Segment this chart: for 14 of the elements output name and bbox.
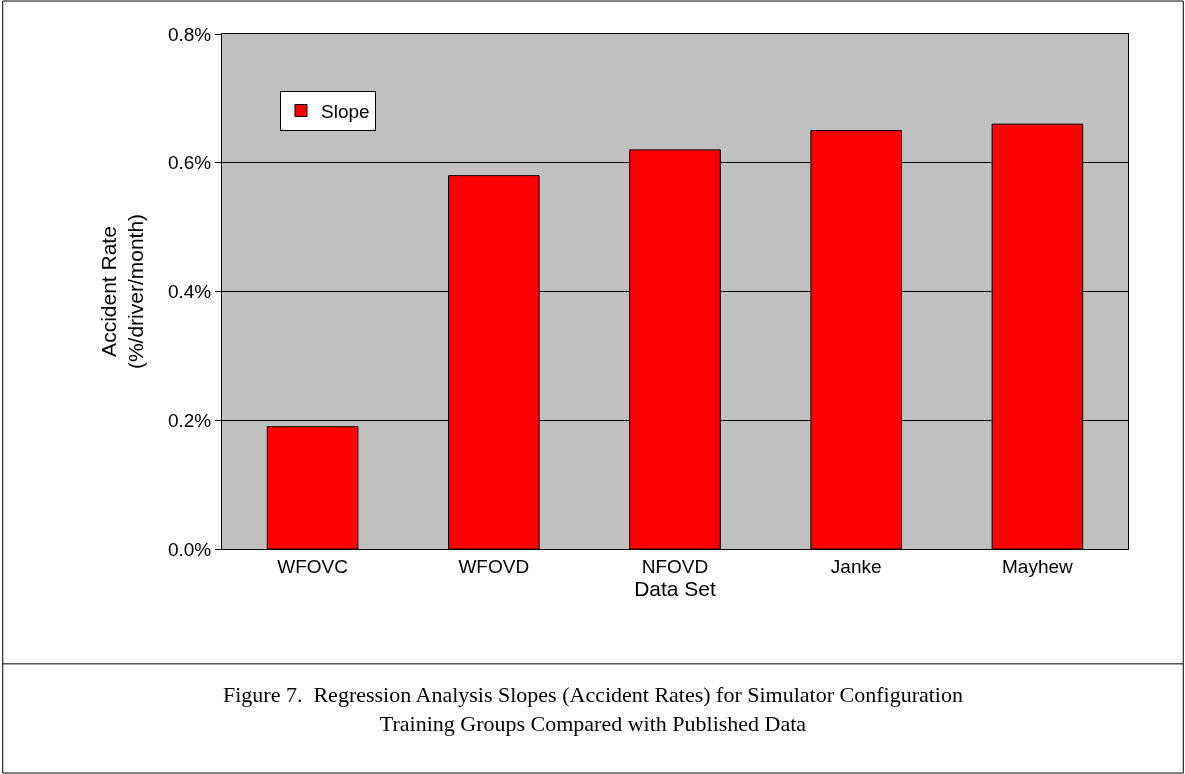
- y-tick-label: 0.6%: [167, 152, 212, 174]
- y-tick-label: 0.2%: [167, 409, 212, 431]
- x-tick-label: Mayhew: [1002, 555, 1074, 577]
- y-axis-title: Accident Rate (%/driver/month): [96, 213, 148, 370]
- x-tick-label: NFOVD: [641, 555, 709, 577]
- x-tick-label: WFOVD: [458, 555, 530, 577]
- x-axis-title: Data Set: [634, 577, 717, 600]
- y-tick-label: 0.4%: [167, 281, 212, 303]
- y-tick-label: 0.8%: [167, 23, 212, 45]
- caption: Figure 7. Regression Analysis Slopes (Accident Rates) for Simulator Configuration Training Groups Compared with Published Data: [223, 682, 963, 736]
- x-tick-label: WFOVC: [277, 555, 348, 577]
- y-tick-label: 0.0%: [167, 538, 212, 560]
- legend-label: Slope: [320, 100, 370, 122]
- x-tick-label: Janke: [830, 555, 882, 577]
